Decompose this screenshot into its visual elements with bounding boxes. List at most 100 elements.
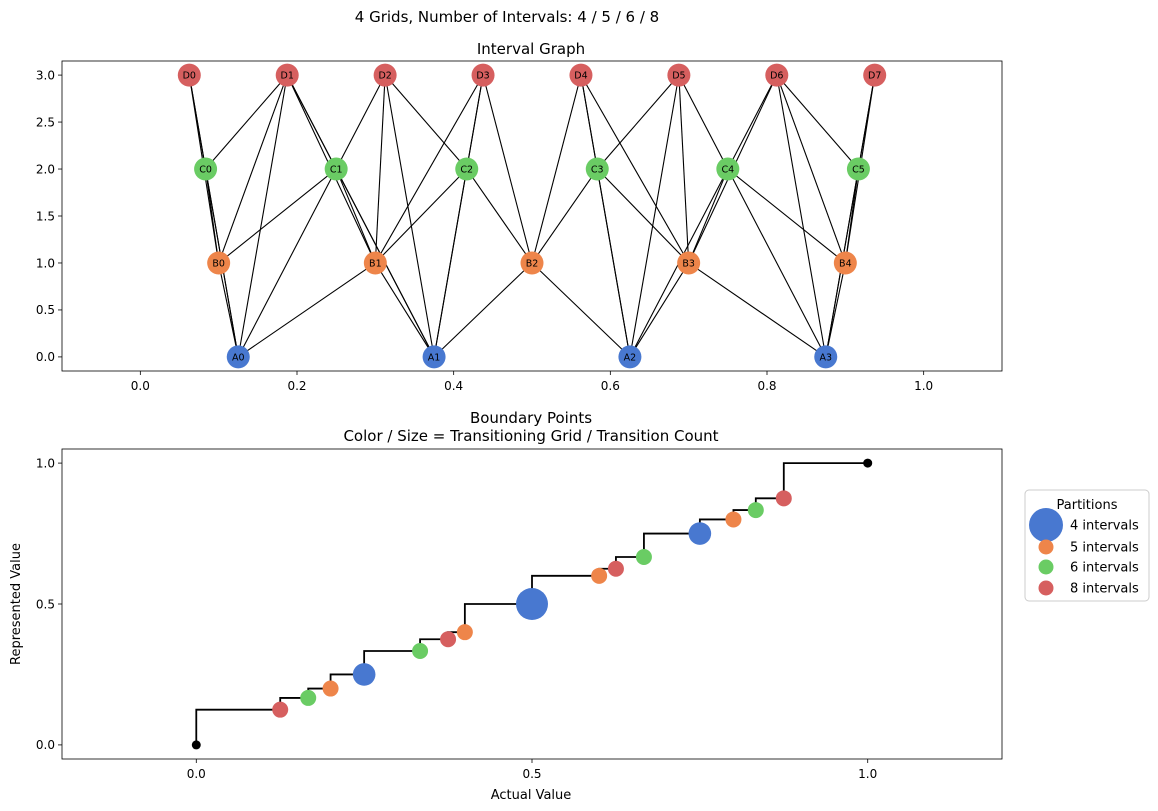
node-label: D1 — [281, 70, 294, 81]
x-axis-label: Actual Value — [491, 788, 572, 803]
node-marker — [363, 251, 387, 275]
x-tick-label: 0.8 — [757, 379, 776, 393]
node-A0: A0 — [226, 345, 250, 369]
edge-B3-D4 — [580, 74, 690, 264]
node-label: B4 — [839, 258, 852, 269]
node-D6: D6 — [765, 63, 789, 87]
node-label: A3 — [819, 352, 832, 363]
node-marker — [226, 345, 250, 369]
node-D3: D3 — [471, 63, 495, 87]
edge-A3-C4 — [727, 168, 827, 358]
node-label: D3 — [476, 70, 489, 81]
node-marker — [275, 63, 299, 87]
node-label: D2 — [378, 70, 391, 81]
node-label: B0 — [212, 258, 225, 269]
node-marker — [667, 63, 691, 87]
y-tick-label: 2.0 — [36, 162, 55, 176]
edge-C1-D2 — [335, 74, 386, 170]
edge-C2-D2 — [384, 74, 468, 170]
node-marker — [520, 251, 544, 275]
node-C1: C1 — [324, 157, 348, 181]
edge-A3-D6 — [776, 74, 827, 358]
node-C4: C4 — [716, 157, 740, 181]
edge-B2-C2 — [466, 168, 533, 264]
node-marker — [422, 345, 446, 369]
edge-A1-B2 — [433, 262, 533, 358]
node-label: D5 — [672, 70, 685, 81]
node-label: A1 — [428, 352, 441, 363]
edge-C2-D3 — [466, 74, 484, 170]
interval-graph-ticks: 0.0 0.2 0.4 0.6 0.8 1.0 0.0 0.5 1.0 1.5 2.0 2.5 3.0 — [36, 68, 933, 393]
node-label: D0 — [183, 70, 196, 81]
boundary-point-6-intervals — [412, 642, 429, 659]
node-label: A2 — [624, 352, 637, 363]
edge-B1-D2 — [374, 75, 386, 263]
node-label: C5 — [852, 164, 865, 175]
node-marker — [207, 251, 231, 275]
node-label: C0 — [199, 164, 212, 175]
legend-label: 5 intervals — [1070, 541, 1139, 556]
node-marker — [471, 63, 495, 87]
node-D7: D7 — [863, 63, 887, 87]
x-tick-label: 0.0 — [131, 379, 150, 393]
y-tick-label: 0.5 — [36, 597, 55, 611]
edge-A2-D5 — [629, 74, 680, 358]
interval-graph-axes: Interval Graph A0 A1 A2 A3 B0 B1 B2 B3 B4 C0 C1 C2 C… — [36, 40, 1003, 393]
edge-C4-D5 — [678, 74, 729, 170]
boundary-points-axes: Boundary Points Color / Size = Transitio… — [9, 409, 1003, 803]
legend-entry-8-intervals: 8 intervals — [1038, 580, 1139, 597]
edge-B1-C1 — [335, 168, 376, 264]
node-marker — [618, 345, 642, 369]
edge-B0-D1 — [218, 74, 288, 264]
node-D1: D1 — [275, 63, 299, 87]
edge-B2-D3 — [482, 74, 533, 264]
edge-B3-D5 — [678, 75, 690, 263]
node-label: A0 — [232, 352, 245, 363]
edge-A0-B1 — [237, 262, 376, 358]
y-tick-label: 0.5 — [36, 303, 55, 317]
node-C2: C2 — [455, 157, 479, 181]
edge-B3-C3 — [596, 168, 690, 264]
x-tick-label: 0.0 — [187, 767, 206, 781]
edge-A0-C1 — [237, 168, 337, 358]
y-tick-label: 3.0 — [36, 68, 55, 82]
interval-graph-title: Interval Graph — [477, 40, 585, 58]
y-tick-label: 0.0 — [36, 350, 55, 364]
y-tick-label: 2.5 — [36, 115, 55, 129]
node-marker — [324, 157, 348, 181]
y-axis-label: Represented Value — [9, 543, 24, 665]
node-marker — [863, 63, 887, 87]
boundary-point-8-intervals — [272, 701, 289, 718]
boundary-point-5-intervals — [322, 680, 339, 697]
boundary-point-6-intervals — [747, 502, 764, 519]
node-marker — [765, 63, 789, 87]
edge-C3-D5 — [596, 74, 680, 170]
node-label: C3 — [591, 164, 604, 175]
boundary-point-8-intervals — [440, 631, 457, 648]
node-D2: D2 — [373, 63, 397, 87]
node-marker — [846, 157, 870, 181]
boundary-point-5-intervals — [591, 567, 608, 584]
legend-label: 8 intervals — [1070, 582, 1139, 597]
boundary-point-5-intervals — [456, 624, 473, 641]
legend-label: 4 intervals — [1070, 519, 1139, 534]
boundary-point-4-intervals — [688, 522, 712, 545]
edge-B4-D6 — [776, 74, 846, 264]
edge-C0-D0 — [188, 74, 207, 170]
boundary-point-6-intervals — [635, 549, 652, 566]
node-A2: A2 — [618, 345, 642, 369]
edge-C0-D1 — [205, 74, 288, 170]
boundary-point-5-intervals — [725, 511, 742, 528]
boundary-points-frame — [61, 448, 1003, 760]
node-label: C1 — [330, 164, 343, 175]
node-marker — [569, 63, 593, 87]
edge-B1-D3 — [374, 74, 484, 264]
node-C0: C0 — [194, 157, 218, 181]
legend-title: Partitions — [1057, 498, 1118, 513]
edge-A0-D1 — [237, 74, 288, 358]
boundary-point-8-intervals — [775, 490, 792, 507]
legend-label: 6 intervals — [1070, 561, 1139, 576]
edge-A1-D2 — [384, 74, 435, 358]
